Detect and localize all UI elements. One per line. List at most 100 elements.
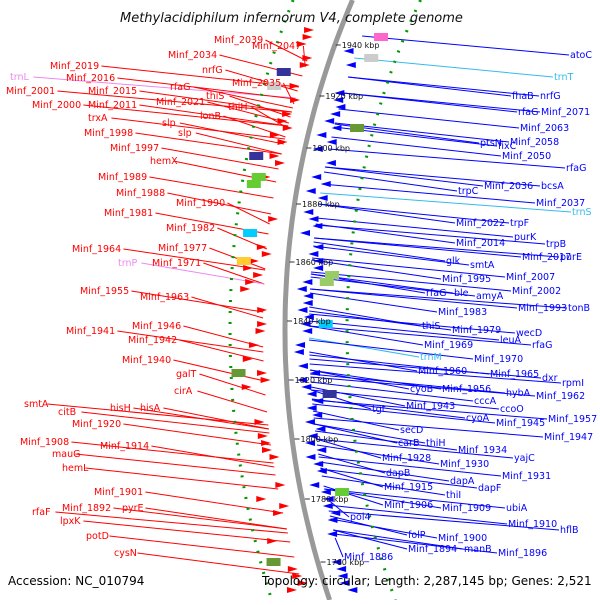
leader-line bbox=[310, 276, 476, 297]
gene-label-right: Minf_1915 bbox=[384, 482, 433, 493]
reverse-gene-arrow bbox=[295, 342, 306, 348]
gene-label-left: Minf_1977 bbox=[158, 243, 207, 254]
gene-label-right: pol4 bbox=[350, 512, 371, 523]
gene-block bbox=[236, 257, 251, 265]
gene-label-right: ble bbox=[454, 288, 469, 299]
forward-gene-arrow bbox=[257, 370, 268, 376]
reverse-gene-arrow bbox=[296, 286, 307, 292]
gene-label-right: manB bbox=[464, 544, 492, 555]
reverse-gene-arrow bbox=[305, 188, 316, 194]
gene-block bbox=[335, 488, 350, 496]
reverse-gene-arrow bbox=[322, 503, 333, 509]
gene-label-right: carB bbox=[398, 438, 419, 449]
gene-label-right: dapA bbox=[450, 476, 475, 487]
leader-line bbox=[251, 106, 288, 129]
gene-label-left: Minf_2035 bbox=[232, 78, 281, 89]
gene-label-right: Minf_1900 bbox=[438, 533, 487, 544]
backbone-arc bbox=[282, 0, 355, 601]
gene-label-right: tgt bbox=[372, 404, 386, 415]
kbp-label: 1780 kbp bbox=[311, 495, 349, 504]
forward-gene-arrow bbox=[279, 503, 290, 509]
reverse-gene-arrow bbox=[306, 391, 317, 397]
gene-label-right: Minf_1943 bbox=[406, 401, 455, 412]
gene-label-right: Minf_1886 bbox=[344, 552, 393, 563]
forward-gene-arrow bbox=[267, 538, 278, 544]
forward-gene-arrow bbox=[253, 272, 264, 278]
leader-line bbox=[311, 259, 442, 280]
forward-gene-arrow bbox=[277, 118, 288, 124]
gene-label-right: Minf_1970 bbox=[474, 354, 523, 365]
gene-label-right: purK bbox=[514, 232, 537, 243]
gene-label-left: citB bbox=[58, 407, 76, 418]
reverse-gene-arrow bbox=[337, 573, 348, 579]
reverse-gene-arrow bbox=[302, 279, 313, 285]
leader-line bbox=[111, 117, 286, 140]
reverse-gene-arrow bbox=[313, 258, 324, 264]
leader-line bbox=[131, 290, 264, 313]
gene-label-right: rfaG bbox=[518, 107, 538, 118]
reverse-gene-arrow bbox=[313, 244, 324, 250]
leader-line bbox=[117, 330, 264, 353]
leader-line bbox=[265, 39, 308, 62]
gene-label-left: Minf_2047 bbox=[252, 41, 301, 52]
forward-gene-arrow bbox=[260, 377, 271, 383]
leader-line bbox=[309, 363, 562, 384]
forward-gene-arrow bbox=[257, 433, 268, 439]
forward-gene-arrow bbox=[245, 279, 256, 285]
leader-line bbox=[362, 35, 570, 56]
reverse-gene-arrow bbox=[305, 440, 316, 446]
forward-gene-arrow bbox=[297, 580, 308, 586]
forward-gene-arrow bbox=[275, 160, 286, 166]
gene-block bbox=[266, 558, 281, 566]
leader-line bbox=[81, 411, 270, 434]
reverse-gene-arrow bbox=[309, 482, 320, 488]
gene-label-right: Minf_2014 bbox=[456, 238, 505, 249]
reverse-gene-arrow bbox=[303, 209, 314, 215]
genome-backbone bbox=[282, 0, 355, 601]
leader-line bbox=[311, 399, 548, 420]
reverse-gene-arrow bbox=[312, 146, 323, 152]
gene-label-right: Minf_1993 bbox=[518, 303, 567, 314]
leader-line bbox=[311, 389, 500, 410]
reverse-gene-arrow bbox=[317, 195, 328, 201]
leader-line bbox=[199, 373, 266, 396]
leader-line bbox=[320, 192, 572, 213]
leader-line bbox=[316, 217, 514, 238]
gene-label-left: Minf_1971 bbox=[152, 258, 201, 269]
gene-label-left: nrfG bbox=[202, 65, 223, 76]
gene-label-left: rfaF bbox=[32, 507, 51, 518]
forward-gene-arrow bbox=[292, 573, 303, 579]
gene-block bbox=[246, 180, 261, 188]
leader-line bbox=[324, 166, 484, 187]
gene-block bbox=[267, 82, 282, 90]
gene-label-right: Minf_2050 bbox=[502, 151, 551, 162]
leader-line bbox=[151, 445, 275, 468]
gene-label-right: Minf_1956 bbox=[442, 384, 491, 395]
gene-label-left: Minf_1998 bbox=[84, 128, 133, 139]
kbp-label: 1860 kbp bbox=[296, 258, 334, 267]
reverse-gene-arrow bbox=[333, 97, 344, 103]
gene-label-right: Minf_1983 bbox=[438, 307, 487, 318]
reverse-gene-arrow bbox=[316, 447, 327, 453]
leader-line bbox=[310, 271, 512, 292]
gene-label-left: Minf_1964 bbox=[72, 244, 121, 255]
gene-label-right: trpF bbox=[510, 218, 529, 229]
leader-line bbox=[314, 423, 426, 444]
gene-label-left: Minf_1892 bbox=[62, 503, 111, 514]
reverse-gene-arrow bbox=[306, 405, 317, 411]
gene-label-left: Minf_1981 bbox=[104, 208, 153, 219]
reverse-gene-arrow bbox=[324, 118, 335, 124]
leader-line bbox=[315, 430, 458, 451]
gene-block bbox=[251, 173, 266, 181]
forward-gene-arrow bbox=[261, 440, 272, 446]
leader-line bbox=[135, 132, 282, 155]
gene-label-left: rfaG bbox=[170, 82, 190, 93]
gene-label-right: Minf_2037 bbox=[536, 198, 585, 209]
leader-line bbox=[310, 389, 372, 410]
reverse-gene-arrow bbox=[334, 90, 345, 96]
reverse-gene-arrow bbox=[331, 125, 342, 131]
leader-line bbox=[318, 203, 510, 224]
gene-label-right: glk bbox=[446, 256, 461, 267]
gene-label-right: Minf_1995 bbox=[442, 274, 491, 285]
